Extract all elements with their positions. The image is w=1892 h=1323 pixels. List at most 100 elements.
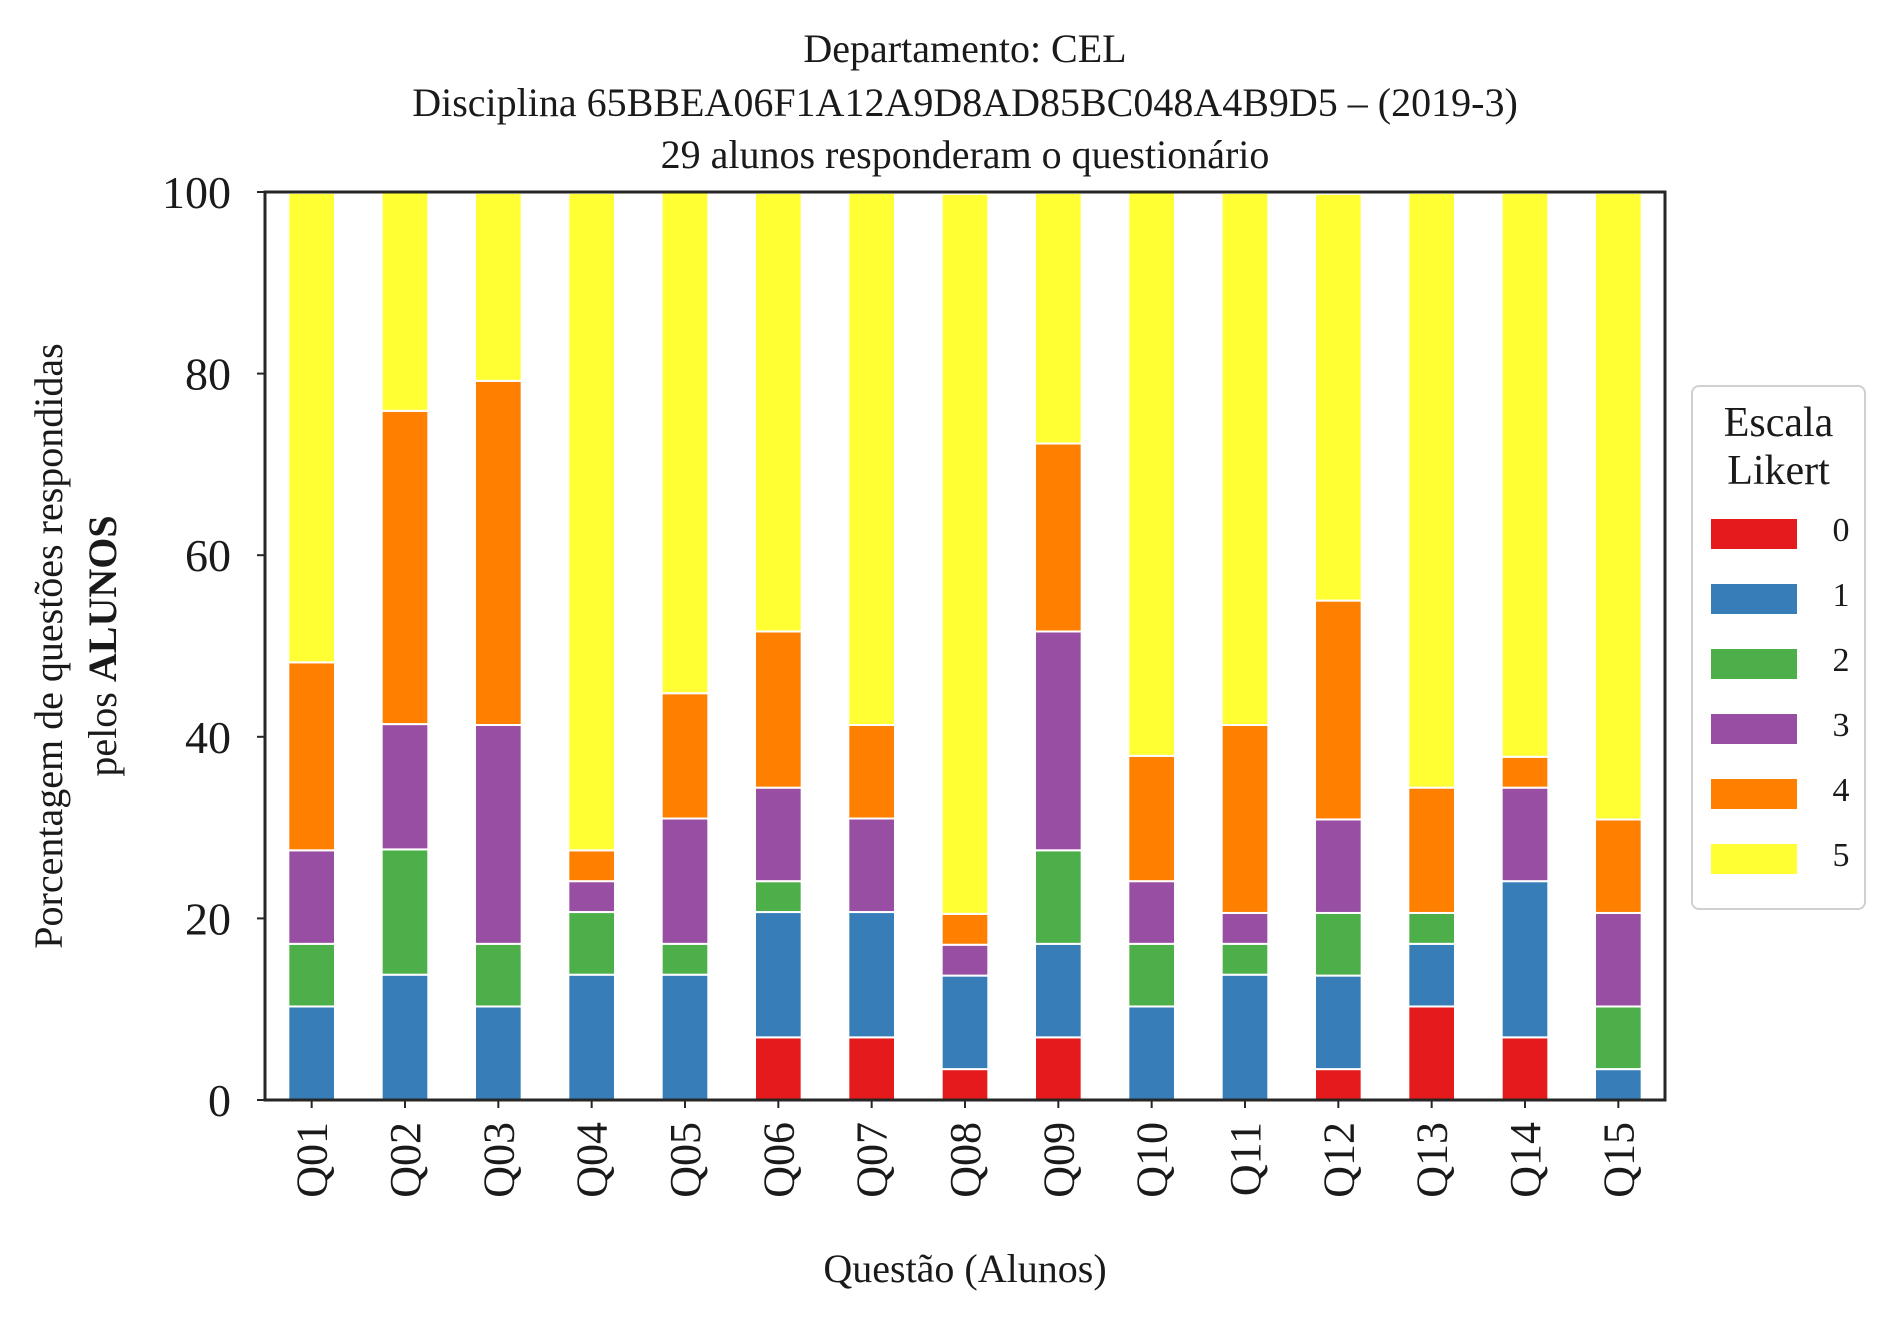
bar-segment-q09-level-4 [1034,442,1083,633]
bar-segment-q03-level-5 [474,191,523,382]
x-tick-label: Q13 [1408,1122,1457,1198]
bar-segment-q09-level-0 [1034,1036,1083,1102]
bar-segment-q14-level-4 [1500,755,1550,789]
legend-swatch [1711,714,1797,744]
x-tick-label: Q11 [1221,1122,1270,1196]
legend-swatch [1711,844,1797,874]
legend-swatch [1711,779,1797,809]
bar-segment-q08-level-0 [940,1068,990,1102]
bar-segment-q10-level-2 [1127,942,1177,1008]
legend-entry-level-2: 2 [1693,637,1864,697]
bar-segment-q06-level-2 [754,880,803,914]
bar-segment-q06-level-4 [754,630,803,789]
x-tick-label: Q07 [848,1122,897,1198]
legend-swatch [1711,519,1797,549]
bar-segment-q02-level-4 [380,409,430,726]
bar-segment-q04-level-2 [567,911,616,976]
bar-segment-q02-level-3 [380,723,430,851]
bar-segment-q07-level-1 [847,911,896,1039]
bar-segment-q15-level-5 [1594,191,1643,821]
bar-segment-q06-level-5 [754,191,803,633]
bar-segment-q11-level-1 [1220,973,1270,1101]
chart-title-line-1: Departamento: CEL [803,26,1127,71]
y-axis-label-line-1: Porcentagem de questões respondidas [26,343,71,948]
x-tick-label: Q12 [1314,1122,1363,1198]
bar-segment-q07-level-4 [847,723,896,820]
bar-segment-q07-level-5 [847,191,896,726]
legend-title: Escala Likert [1693,399,1864,495]
bar-segment-q12-level-5 [1314,192,1363,602]
bar-segment-q09-level-3 [1034,630,1083,852]
chart-title-line-2: Disciplina 65BBEA06F1A12A9D8AD85BC048A4B… [412,80,1518,125]
legend-entry-level-1: 1 [1693,572,1864,632]
bar-segment-q05-level-4 [660,692,710,820]
x-tick-label: Q09 [1034,1122,1083,1198]
x-tick-label: Q01 [288,1122,337,1198]
bar-segment-q12-level-1 [1314,974,1363,1071]
x-tick-label: Q15 [1594,1122,1643,1198]
legend-label: 4 [1832,772,1850,809]
legend-entry-level-0: 0 [1693,507,1864,567]
bar-segment-q07-level-0 [847,1036,896,1102]
y-tick-label: 80 [185,349,231,400]
bar-segment-q05-level-5 [660,191,710,695]
x-tick-label: Q05 [661,1122,710,1198]
bar-segment-q07-level-3 [847,817,896,914]
bar-segment-q09-level-5 [1034,191,1083,445]
bar-segment-q01-level-5 [287,191,337,664]
bar-segment-q03-level-2 [474,942,523,1008]
bar-segment-q08-level-3 [940,943,990,977]
bar-segment-q11-level-3 [1220,911,1270,945]
y-tick-label: 60 [185,530,231,581]
y-tick-label: 20 [185,893,231,944]
chart-title-line-3: 29 alunos responderam o questionário [660,132,1270,177]
bar-segment-q12-level-3 [1314,818,1363,914]
y-tick-label: 100 [162,167,231,218]
bar-segment-q15-level-3 [1594,911,1643,1008]
bar-segment-q01-level-2 [287,942,337,1008]
legend-label: 1 [1832,577,1850,614]
legend-label: 5 [1832,837,1850,874]
bar-segment-q13-level-5 [1407,191,1457,789]
legend-label: 2 [1832,642,1850,679]
y-tick-label: 0 [208,1075,231,1126]
bar-segment-q08-level-1 [940,974,990,1071]
legend: Escala Likert 0 1 2 3 4 5 [1691,385,1866,910]
legend-swatch [1711,649,1797,679]
bar-segment-q08-level-5 [940,192,990,915]
bar-segment-q09-level-2 [1034,849,1083,945]
bar-segment-q10-level-1 [1127,1005,1177,1102]
bar-segment-q11-level-4 [1220,723,1270,914]
x-axis-ticks: Q01 Q02 Q03 Q04 Q05 Q06 Q07 Q08 Q09 Q10 Q11 Q12 Q13 Q… [288,1100,1643,1198]
bar-segment-q13-level-1 [1407,942,1457,1008]
x-tick-label: Q10 [1128,1122,1177,1198]
bar-segment-q15-level-4 [1594,818,1643,914]
bar-segment-q14-level-1 [1500,880,1550,1039]
bar-segment-q06-level-0 [754,1036,803,1102]
legend-title-line-2: Likert [1727,448,1830,494]
bar-segment-q12-level-0 [1314,1068,1363,1102]
bar-segment-q13-level-4 [1407,786,1457,914]
x-tick-label: Q06 [754,1122,803,1198]
bar-segment-q11-level-5 [1220,191,1270,726]
x-tick-label: Q04 [568,1122,617,1198]
bar-segment-q08-level-4 [940,912,990,946]
bar-segment-q05-level-3 [660,817,710,945]
x-tick-label: Q08 [941,1122,990,1198]
bar-segment-q03-level-4 [474,379,523,726]
x-tick-label: Q02 [381,1122,430,1198]
y-axis-label-line-2: pelos ALUNOS [80,515,125,776]
bar-segment-q01-level-1 [287,1005,337,1102]
y-axis-label-bold: ALUNOS [80,515,125,682]
bar-segment-q10-level-4 [1127,754,1177,883]
bar-segment-q15-level-2 [1594,1005,1643,1071]
bars-layer [287,191,1643,1102]
bar-segment-q14-level-5 [1500,191,1550,758]
bar-segment-q04-level-1 [567,973,616,1101]
x-tick-label: Q03 [474,1122,523,1198]
x-tick-label: Q14 [1501,1122,1550,1198]
y-axis-ticks: 0 20 40 60 80 100 [162,167,265,1126]
x-axis-label: Questão (Alunos) [823,1246,1106,1291]
bar-segment-q05-level-2 [660,942,710,976]
